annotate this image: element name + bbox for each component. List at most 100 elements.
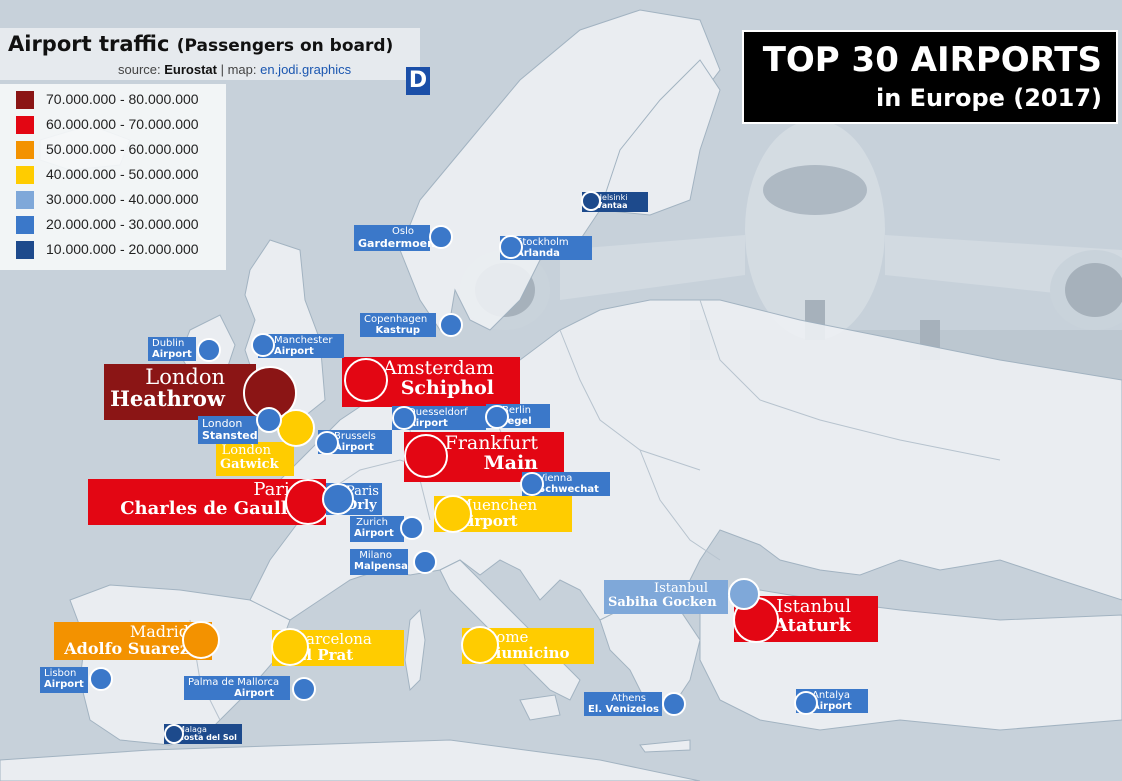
airport-name: Airport [334, 441, 374, 453]
airport-name: Airport [408, 417, 448, 429]
legend-label: 30.000.000 - 40.000.000 [46, 191, 199, 207]
airport-name: Kastrup [375, 324, 420, 336]
banner-subtitle: in Europe (2017) [875, 84, 1102, 112]
airport-marker [581, 191, 601, 211]
legend-label: 60.000.000 - 70.000.000 [46, 116, 199, 132]
airport-city: Manchester [274, 335, 333, 346]
airport-city: Brussels [334, 431, 376, 442]
airport-marker [520, 472, 544, 496]
airport-marker [434, 495, 472, 533]
airport-marker [499, 235, 523, 259]
airport-label: Malaga Costa del Sol [164, 724, 242, 744]
airport-marker [400, 516, 424, 540]
airport-city: London [145, 365, 225, 389]
jodi-logo: D [406, 67, 430, 95]
airport-name: Gardermoen [358, 236, 435, 250]
airport-name: Fiumicino [485, 643, 570, 662]
airport-name: Arlanda [516, 247, 560, 259]
airport-label: Athens El. Venizelos [584, 692, 662, 716]
airport-label: Madrid Adolfo Suarez [54, 622, 212, 660]
airport-city: Zurich [356, 517, 388, 528]
legend-swatch [16, 241, 34, 259]
airport-label: Lisbon Airport [40, 667, 88, 693]
airport-label: Copenhagen Kastrup [360, 313, 436, 337]
airport-name: Airport [457, 511, 518, 530]
airport-name: Adolfo Suarez [64, 638, 189, 658]
airport-marker [392, 406, 416, 430]
airport-city: Palma de Mallorca [188, 677, 280, 688]
airport-name: Gatwick [220, 456, 279, 472]
legend-swatch [16, 216, 34, 234]
airport-name: Schiphol [400, 376, 494, 399]
airport-city: Berlin [502, 405, 532, 416]
legend-label: 20.000.000 - 30.000.000 [46, 216, 199, 232]
airport-marker [429, 225, 453, 249]
airport-name: Schwechat [538, 483, 599, 495]
airport-city: Malaga [178, 725, 207, 734]
map-prefix: | map: [216, 62, 261, 77]
airport-marker [277, 409, 315, 447]
airport-marker [794, 691, 818, 715]
airport-name: Airport [234, 687, 274, 699]
banner-title: TOP 30 AIRPORTS [762, 40, 1102, 80]
airport-marker [485, 405, 509, 429]
airport-city: Copenhagen [364, 314, 428, 325]
airport-name: Airport [152, 348, 192, 360]
airport-marker [292, 677, 316, 701]
source-prefix: source: [118, 62, 165, 77]
airport-name: Charles de Gaulle [120, 497, 299, 519]
airport-label: London Stansted [198, 416, 258, 444]
airport-city: Barcelona [295, 630, 372, 648]
airport-label: Oslo Gardermoen [354, 225, 435, 251]
airport-name: Main [483, 451, 538, 474]
airport-name: Stansted [202, 428, 258, 442]
airport-marker [197, 338, 221, 362]
header-background [0, 28, 420, 80]
airport-city: Frankfurt [444, 432, 538, 454]
airport-marker [315, 431, 339, 455]
airport-city: Madrid [129, 622, 189, 641]
airport-marker [413, 550, 437, 574]
airport-city: Istanbul [653, 581, 708, 596]
legend-swatch [16, 191, 34, 209]
airport-marker [728, 578, 760, 610]
airport-city: Duesseldorf [408, 407, 468, 418]
airport-label: Zurich Airport [350, 516, 404, 542]
legend-label: 70.000.000 - 80.000.000 [46, 91, 199, 107]
airport-name: Costa del Sol [178, 733, 237, 743]
map-credit-link[interactable]: en.jodi.graphics [260, 62, 352, 77]
airport-name: Tegel [502, 415, 532, 427]
legend: 70.000.000 - 80.000.000 60.000.000 - 70.… [0, 84, 226, 270]
airport-city: Lisbon [44, 668, 77, 679]
legend-swatch [16, 91, 34, 109]
airport-label: Palma de Mallorca Airport [184, 676, 290, 700]
airport-marker [89, 667, 113, 691]
airport-marker [404, 434, 448, 478]
legend-label: 50.000.000 - 60.000.000 [46, 141, 199, 157]
airport-city: Athens [611, 693, 646, 704]
airport-marker [322, 483, 354, 515]
airport-name: Airport [274, 345, 314, 357]
airport-marker [461, 626, 499, 664]
airport-marker [251, 333, 275, 357]
airport-marker [182, 621, 220, 659]
legend-label: 40.000.000 - 50.000.000 [46, 166, 199, 182]
airport-label: London Gatwick [216, 442, 294, 476]
airport-city: Stockholm [516, 237, 569, 248]
source-name: Eurostat [164, 62, 217, 77]
airport-city: Helsinki [596, 193, 628, 202]
source-line: source: Eurostat | map: en.jodi.graphics [118, 62, 351, 77]
airport-name: Airport [44, 678, 84, 690]
airport-city: Amsterdam [383, 357, 494, 379]
airport-marker [164, 724, 184, 744]
legend-swatch [16, 141, 34, 159]
top-airports-banner: TOP 30 AIRPORTS in Europe (2017) [742, 30, 1118, 124]
airport-city: Paris [346, 484, 379, 499]
airport-name: Airport [354, 527, 394, 539]
airport-name: Airport [812, 700, 852, 712]
airport-city: London [202, 417, 243, 430]
airport-city: Dublin [152, 338, 185, 349]
airport-name: El. Venizelos [588, 703, 659, 715]
airport-label: Istanbul Sabiha Gocken [604, 580, 728, 614]
airport-label: Milano Malpensa [350, 549, 408, 575]
